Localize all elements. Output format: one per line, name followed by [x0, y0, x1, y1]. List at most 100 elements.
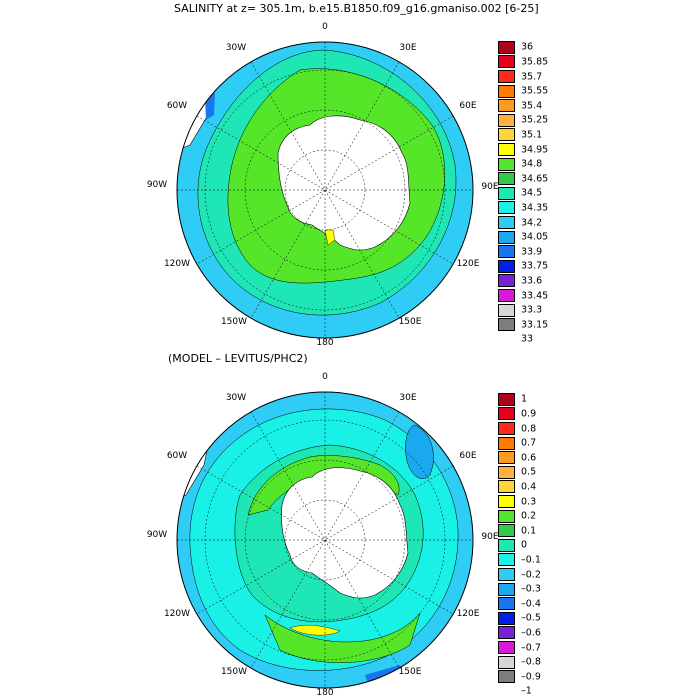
lon-label-30w: 30W [225, 393, 247, 403]
colorbar-swatch [498, 640, 515, 655]
colorbar-swatch [498, 318, 515, 332]
colorbar-swatch [498, 465, 515, 479]
colorbar-swatch [498, 509, 515, 523]
antarctica-landmass [277, 115, 411, 251]
lon-label-90w: 90W [146, 180, 168, 190]
lon-label-120e: 120E [456, 609, 480, 619]
colorbar-label: 0.4 [521, 481, 537, 493]
diff-ocean-patch [405, 424, 434, 479]
colorbar-label: –0.6 [521, 627, 541, 639]
map-border-2 [176, 391, 474, 689]
colorbar-swatch [498, 451, 515, 465]
difference-map-title: (MODEL – LEVITUS/PHC2) [168, 352, 308, 365]
colorbar-label: 35.7 [521, 71, 543, 82]
colorbar-label: 34.65 [521, 173, 549, 185]
colorbar-label: 35.85 [521, 56, 549, 68]
colorbar-label: 0.2 [521, 510, 537, 522]
colorbar-swatch [498, 655, 515, 669]
colorbar-label: 34.95 [521, 144, 549, 155]
colorbar-label: –0.7 [521, 642, 541, 653]
colorbar-label: 33.3 [521, 304, 543, 316]
colorbar-swatch [498, 172, 515, 186]
colorbar-label: 0.6 [521, 452, 537, 464]
salinity-highlight [324, 229, 336, 246]
colorbar-label: 34.5 [521, 187, 543, 199]
colorbar-label: 35.25 [521, 114, 549, 126]
colorbar-label: 36 [521, 41, 534, 53]
colorbar-swatch [498, 436, 515, 450]
colorbar-label: –1 [521, 685, 532, 697]
lon-label-30w: 30W [225, 43, 247, 53]
colorbar-swatch [498, 215, 515, 230]
colorbar-label: –0.1 [521, 554, 541, 566]
colorbar-swatch [498, 538, 515, 552]
lon-label-150w: 150W [220, 667, 248, 677]
colorbar-swatch [498, 201, 515, 215]
colorbar-swatch [498, 421, 515, 436]
lon-label-150w: 150W [220, 317, 248, 327]
colorbar-label: 1 [521, 393, 528, 405]
colorbar-label: 34.05 [521, 231, 549, 243]
colorbar-label: 0.5 [521, 466, 537, 478]
colorbar-label: 34.2 [521, 217, 543, 228]
lon-label-120w: 120W [163, 259, 191, 269]
colorbar-swatch [498, 494, 515, 509]
lon-label-180: 180 [316, 688, 334, 698]
lon-label-90e: 90E [481, 182, 499, 192]
colorbar-label: 33.6 [521, 275, 543, 287]
lon-label-90e: 90E [481, 532, 499, 542]
colorbar-label: –0.2 [521, 569, 541, 580]
colorbar-label: 35.55 [521, 85, 549, 97]
lon-label-60e: 60E [459, 101, 477, 111]
colorbar-swatch [498, 407, 515, 421]
colorbar-swatch [498, 84, 515, 98]
colorbar-label: –0.9 [521, 671, 541, 683]
colorbar-label: 33.15 [521, 319, 549, 331]
salinity-map: 0 30E 60E 90E 120E 150E 180 150W 120W 90… [147, 22, 499, 348]
colorbar-swatch [498, 611, 515, 625]
colorbar-swatch [498, 288, 515, 303]
lon-label-150e: 150E [398, 317, 422, 327]
colorbar-label: 0.7 [521, 437, 537, 449]
colorbar-label: –0.5 [521, 612, 541, 624]
colorbar-swatch [498, 582, 515, 596]
map-border [176, 41, 474, 339]
lon-label-180: 180 [316, 338, 334, 348]
colorbar-swatch [498, 524, 515, 538]
lon-label-60e: 60E [459, 451, 477, 461]
colorbar-swatch [498, 259, 515, 273]
difference-map-plot [176, 391, 474, 689]
lon-label-0: 0 [322, 372, 328, 382]
colorbar-swatch [498, 69, 515, 84]
difference-map: 0 30E 60E 90E 120E 150E 180 150W 120W 90… [147, 372, 499, 698]
colorbar-label: –0.4 [521, 598, 541, 610]
colorbar-label: 33.45 [521, 290, 549, 301]
colorbar-swatch [498, 157, 515, 171]
colorbar-swatch [498, 245, 515, 259]
colorbar-label: 33.9 [521, 246, 543, 258]
colorbar-swatch [498, 392, 515, 406]
colorbar-label: 0 [521, 539, 528, 551]
colorbar-swatch [498, 480, 515, 494]
lon-label-120e: 120E [456, 259, 480, 269]
colorbar-label: –0.8 [521, 656, 541, 668]
colorbar-label: 0.1 [521, 525, 537, 537]
map-title: SALINITY at z= 305.1m, b.e15.B1850.f09_g… [174, 2, 539, 15]
colorbar-label: –0.3 [521, 583, 541, 595]
colorbar-label: 34.8 [521, 158, 543, 170]
colorbar-label: 35.1 [521, 129, 543, 141]
colorbar-swatch [498, 670, 515, 684]
lon-label-120w: 120W [163, 609, 191, 619]
colorbar-swatch [498, 303, 515, 317]
diff-ocean-plus0.2-ring [264, 612, 421, 663]
colorbar-label: 35.4 [521, 100, 543, 112]
colorbar-swatch [498, 55, 515, 69]
colorbar-swatch [498, 128, 515, 142]
colorbar-swatch [498, 40, 515, 54]
lon-label-60w: 60W [166, 451, 188, 461]
colorbar-label: 0.8 [521, 423, 537, 434]
lon-label-30e: 30E [399, 393, 417, 403]
lon-label-90w: 90W [146, 530, 168, 540]
colorbar-swatch [498, 142, 515, 157]
colorbar-swatch [498, 99, 515, 113]
